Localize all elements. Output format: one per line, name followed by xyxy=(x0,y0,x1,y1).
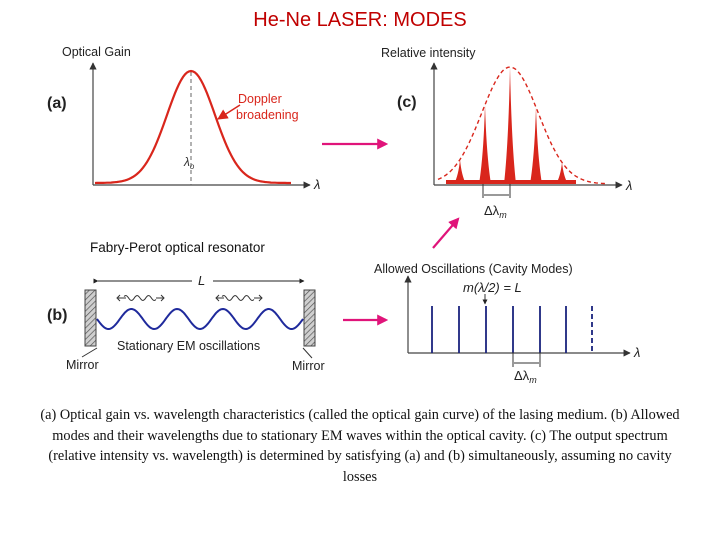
lasing-peak-2 xyxy=(479,104,491,184)
mirror-left-pointer xyxy=(81,347,98,358)
length-label: L xyxy=(198,273,205,288)
arrow-d-to-c xyxy=(432,217,460,249)
mirror-right-label: Mirror xyxy=(292,359,325,373)
doppler-label-line1: Doppler xyxy=(238,92,282,106)
modes-heading: Allowed Oscillations (Cavity Modes) xyxy=(374,262,573,276)
resonance-condition: m(λ/2) = L xyxy=(463,280,522,295)
standing-wave xyxy=(96,307,304,331)
travelling-wave-symbols xyxy=(116,294,263,302)
spacing-label-c: Δλm xyxy=(484,203,507,220)
lasing-peak-3 xyxy=(504,67,516,184)
panel-b: Fabry-Perot optical resonator (b) L Stat… xyxy=(47,240,325,373)
page-title: He-Ne LASER: MODES xyxy=(253,9,467,31)
gain-curve xyxy=(94,69,291,185)
modes-x-axis-label: λ xyxy=(633,345,640,360)
lasing-peaks xyxy=(446,67,576,184)
center-wavelength-label: λo xyxy=(183,155,195,171)
panel-c-label: (c) xyxy=(397,94,417,111)
doppler-arrow xyxy=(217,104,241,120)
panel-b-label: (b) xyxy=(47,307,67,324)
right-mirror xyxy=(303,289,316,347)
gain-envelope xyxy=(437,66,607,185)
spacing-label-d: Δλm xyxy=(514,368,537,385)
mirror-right-pointer xyxy=(302,347,313,359)
peak-base xyxy=(446,180,576,184)
gain-axis-label: Optical Gain xyxy=(62,45,131,59)
lasing-peak-1 xyxy=(454,159,466,184)
panel-d: Allowed Oscillations (Cavity Modes) λ m(… xyxy=(374,262,640,385)
cavity-mode-lines xyxy=(431,306,593,353)
panel-a-label: (a) xyxy=(47,95,67,112)
left-mirror xyxy=(84,289,97,347)
gain-x-axis-label: λ xyxy=(313,177,320,192)
intensity-x-axis-label: λ xyxy=(625,178,632,193)
lasing-peak-5 xyxy=(556,162,568,184)
mirror-left-label: Mirror xyxy=(66,358,99,372)
resonator-heading: Fabry-Perot optical resonator xyxy=(90,240,265,255)
intensity-axis-label: Relative intensity xyxy=(381,46,476,60)
doppler-label-line2: broadening xyxy=(236,108,299,122)
panel-a: Optical Gain (a) λ λo Doppler broadening xyxy=(47,45,320,192)
panel-c: Relative intensity (c) λ Δλm xyxy=(381,46,632,220)
oscillation-label: Stationary EM oscillations xyxy=(117,339,260,353)
laser-modes-figure: Optical Gain (a) λ λo Doppler broadening… xyxy=(47,45,640,385)
lasing-peak-4 xyxy=(530,107,542,184)
figure-caption: (a) Optical gain vs. wavelength characte… xyxy=(40,407,680,485)
